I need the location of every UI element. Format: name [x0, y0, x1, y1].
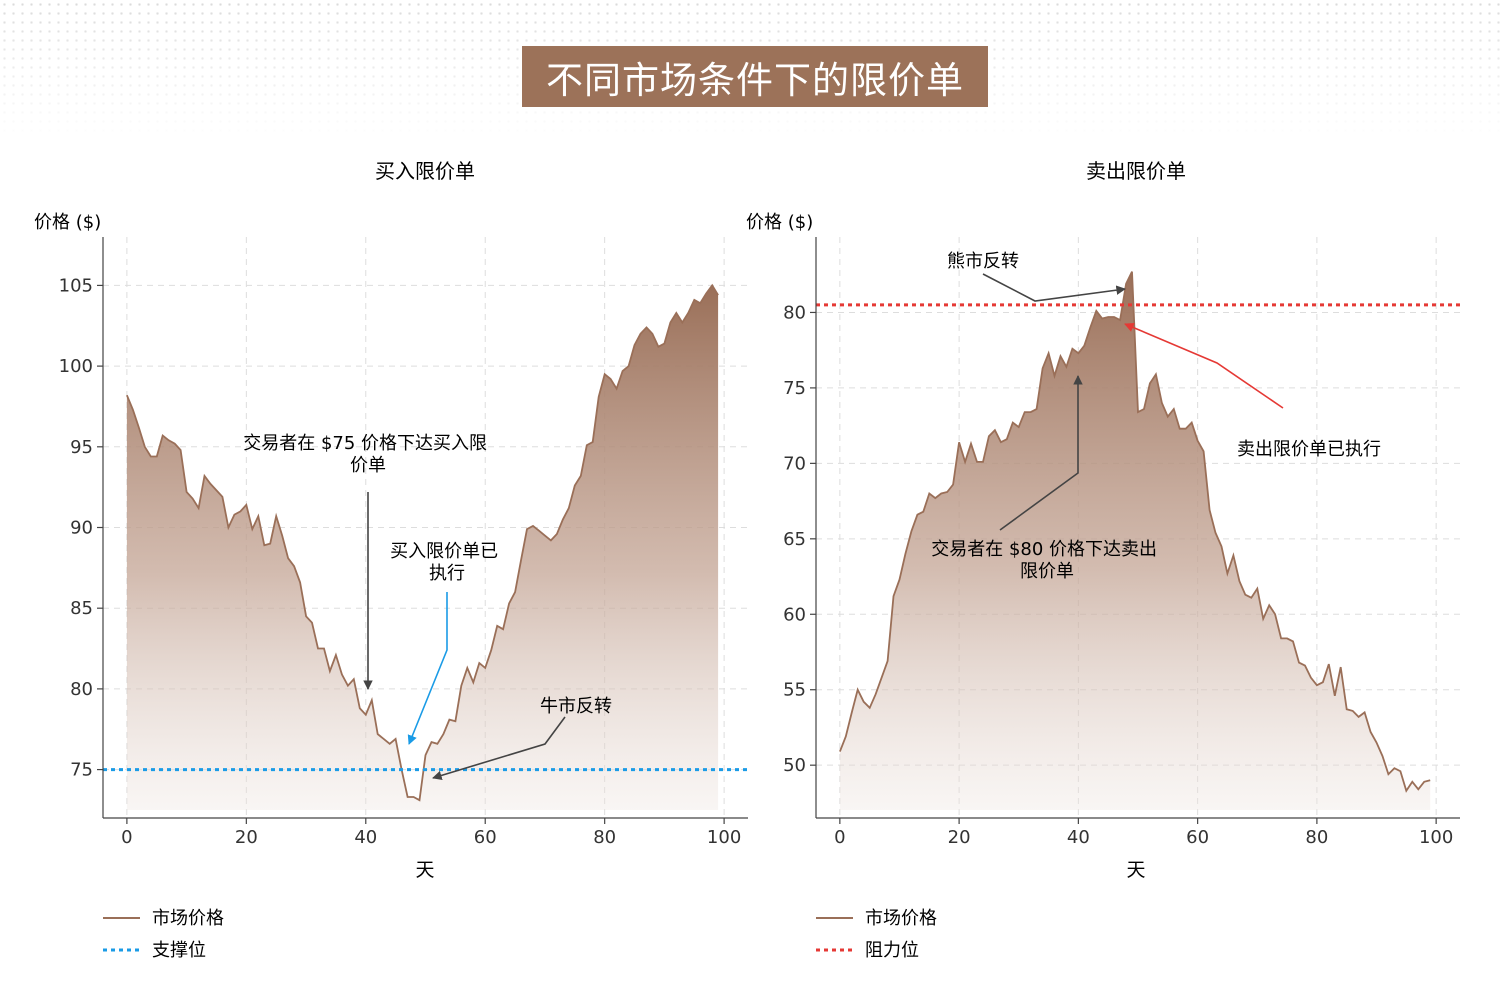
x-tick-label: 20: [235, 827, 258, 848]
legend-label-price: 市场价格: [865, 908, 937, 929]
x-axis-label: 天: [1126, 859, 1145, 881]
y-tick-label: 60: [783, 604, 806, 625]
y-tick-label: 85: [70, 598, 93, 619]
y-tick-label: 50: [783, 755, 806, 776]
y-axis-label: 价格 ($): [746, 212, 813, 233]
x-tick-label: 40: [354, 827, 377, 848]
panel-title: 买入限价单: [375, 159, 475, 183]
price-line: [839, 271, 1431, 793]
x-tick-label: 100: [1419, 827, 1453, 848]
annotation-sell-executed-arrow: [1124, 322, 1284, 409]
y-axis-label: 价格 ($): [34, 212, 101, 233]
y-tick-label: 70: [783, 453, 806, 474]
x-ticks: 0 20 40 60 80 100: [121, 818, 741, 848]
annotation-sell-order-placed-arrow: [999, 375, 1083, 531]
annotation-bear-reversal: 熊市反转: [947, 251, 1019, 272]
y-tick-label: 80: [70, 679, 93, 700]
x-tick-label: 60: [474, 827, 497, 848]
y-ticks: 50 55 60 65 70 75 80: [783, 302, 816, 776]
legend-right: 市场价格 阻力位: [816, 908, 937, 961]
annotation-sell-order-placed: 交易者在 $80 价格下达卖出 限价单: [931, 539, 1163, 582]
annotation-sell-executed: 卖出限价单已执行: [1237, 439, 1381, 460]
x-tick-label: 60: [1186, 827, 1209, 848]
y-tick-label: 95: [70, 437, 93, 458]
x-tick-label: 20: [948, 827, 971, 848]
price-area: [839, 271, 1431, 810]
annotation-sell-order-placed-line1: 交易者在 $80 价格下达卖出: [931, 539, 1157, 560]
annotation-bear-reversal-arrow: [982, 273, 1126, 302]
x-tick-label: 100: [707, 827, 741, 848]
y-tick-label: 75: [70, 760, 93, 781]
chart-main-title: 不同市场条件下的限价单: [522, 46, 988, 107]
annotation-order-executed-line1: 买入限价单已: [390, 541, 498, 562]
x-tick-label: 80: [1305, 827, 1328, 848]
y-tick-label: 90: [70, 518, 93, 539]
x-tick-label: 0: [121, 827, 132, 848]
y-tick-label: 100: [59, 356, 93, 377]
x-tick-label: 80: [593, 827, 616, 848]
x-tick-label: 40: [1067, 827, 1090, 848]
y-ticks: 75 80 85 90 95 100 105: [59, 275, 103, 781]
annotation-sell-order-placed-line2: 限价单: [1020, 561, 1074, 582]
annotation-bull-reversal: 牛市反转: [540, 696, 612, 717]
annotation-order-placed-line2: 价单: [350, 455, 386, 476]
legend-label-resistance: 阻力位: [865, 940, 919, 961]
annotation-order-executed-line2: 执行: [429, 563, 465, 584]
y-tick-label: 65: [783, 529, 806, 550]
x-ticks: 0 20 40 60 80 100: [834, 818, 1453, 848]
price-area: [126, 285, 719, 810]
annotation-order-executed-arrow: [407, 592, 448, 745]
annotation-order-executed: 买入限价单已 执行: [390, 541, 504, 584]
x-tick-label: 0: [834, 827, 845, 848]
price-line: [126, 283, 719, 802]
x-axis-label: 天: [415, 859, 434, 881]
annotation-order-placed: 交易者在 $75 价格下达买入限 价单: [243, 433, 493, 476]
panel-buy-limit: 买入限价单 价格 ($) 0 20 40 60 80 100 75 80 85 90 95 100 1…: [34, 159, 748, 881]
panel-sell-limit: 卖出限价单 价格 ($) 0 20 40 60 80 100 50 55 60 65 70 75 80…: [746, 159, 1460, 881]
legend-label-support: 支撑位: [152, 940, 206, 961]
panel-title: 卖出限价单: [1086, 159, 1186, 183]
annotation-bull-reversal-arrow: [432, 716, 566, 781]
y-tick-label: 80: [783, 302, 806, 323]
y-tick-label: 75: [783, 378, 806, 399]
y-tick-label: 105: [59, 275, 93, 296]
legend-left: 市场价格 支撑位: [103, 908, 224, 961]
legend-label-price: 市场价格: [152, 908, 224, 929]
y-tick-label: 55: [783, 680, 806, 701]
annotation-order-placed-line1: 交易者在 $75 价格下达买入限: [243, 433, 487, 454]
